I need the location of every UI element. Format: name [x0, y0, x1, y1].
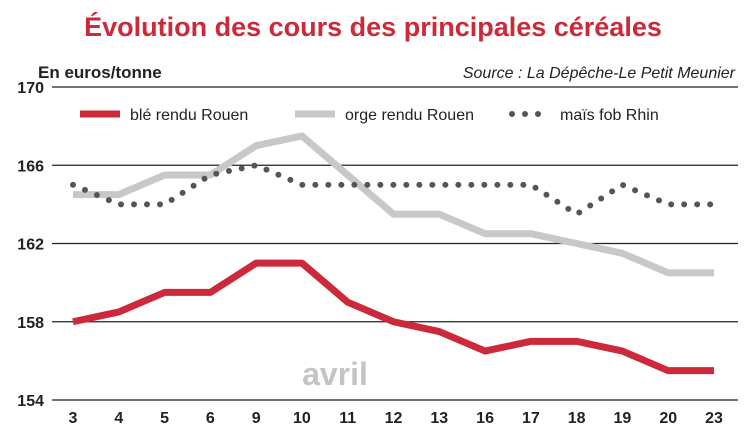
annotation-avril: avril: [302, 356, 368, 392]
grid: [52, 86, 738, 401]
x-tick-label: 5: [160, 410, 169, 427]
x-tick-label: 20: [659, 410, 677, 427]
x-axis: 3 4 5 6 9 10 11 12 13 16 17 18 19 20 23: [69, 410, 723, 427]
x-tick-label: 6: [206, 410, 215, 427]
legend-label-mais-fob-rhin: maïs fob Rhin: [560, 107, 659, 124]
x-tick-label: 18: [568, 410, 586, 427]
series-line-mais-fob-rhin: [70, 162, 717, 218]
y-tick-label: 170: [17, 80, 44, 97]
x-tick-label: 23: [705, 410, 723, 427]
x-tick-label: 3: [69, 410, 78, 427]
x-tick-label: 11: [339, 410, 356, 427]
x-tick-label: 9: [252, 410, 261, 427]
legend-label-ble-rendu-rouen: blé rendu Rouen: [130, 107, 248, 124]
x-tick-label: 16: [476, 410, 494, 427]
x-tick-label: 17: [522, 410, 540, 427]
x-tick-label: 4: [114, 410, 123, 427]
legend: blé rendu Rouen orge rendu Rouen maïs fob …: [80, 107, 659, 124]
y-tick-label: 154: [17, 393, 44, 410]
y-tick-label: 162: [17, 237, 44, 254]
unit-label: En euros/tonne: [38, 63, 162, 82]
legend-label-orge-rendu-rouen: orge rendu Rouen: [345, 107, 474, 124]
x-tick-label: 12: [385, 410, 403, 427]
series-line-ble-rendu-rouen: [72, 259, 714, 375]
chart-title: Évolution des cours des principales céré…: [84, 11, 662, 42]
series-group: [70, 132, 717, 375]
x-tick-label: 19: [614, 410, 632, 427]
series-line-orge-rendu-rouen: [73, 132, 714, 277]
y-tick-label: 166: [17, 158, 44, 175]
x-tick-label: 13: [430, 410, 448, 427]
y-axis: 154 158 162 166 170: [17, 80, 44, 410]
source-label: Source : La Dépêche-Le Petit Meunier: [463, 65, 736, 82]
x-tick-label: 10: [293, 410, 311, 427]
y-tick-label: 158: [17, 315, 44, 332]
